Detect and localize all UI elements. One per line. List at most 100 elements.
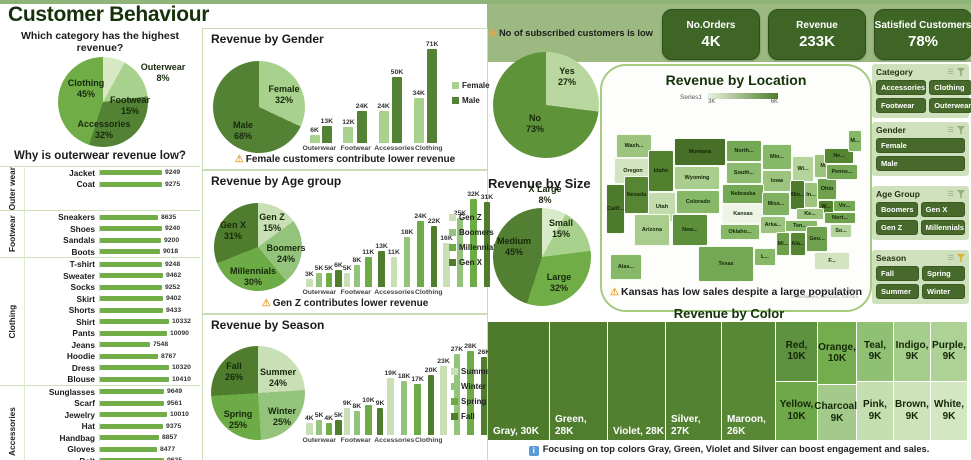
bar-gloves[interactable] — [100, 446, 157, 452]
column-boomers-accessories[interactable] — [403, 237, 411, 287]
state-nort[interactable]: Nort... — [824, 212, 856, 224]
state-nevada[interactable]: Nevada — [624, 176, 649, 214]
state-wi[interactable]: Wi... — [792, 156, 814, 182]
state-ohio[interactable]: Ohio — [817, 178, 837, 200]
treemap-cell-pink-9k[interactable]: Pink, 9K — [857, 381, 893, 440]
bar-skirt[interactable] — [100, 296, 163, 302]
column-male-outerwear[interactable] — [321, 126, 332, 143]
treemap-cell-gray-30k[interactable]: Gray, 30K — [488, 322, 549, 440]
slicer-option-summer[interactable]: Summer — [876, 284, 919, 299]
column-spring-accessories[interactable] — [414, 384, 421, 435]
treemap-cell-red-10k[interactable]: Red, 10K — [776, 322, 817, 381]
state-ne[interactable]: Ne... — [824, 148, 854, 164]
column-male-clothing[interactable] — [427, 49, 438, 143]
treemap-cell-violet-28k[interactable]: Violet, 28K — [608, 322, 665, 440]
bar-belt[interactable] — [100, 458, 164, 460]
state-in[interactable]: In... — [804, 182, 818, 208]
column-millennials-accessories[interactable] — [417, 221, 424, 287]
column-fall-footwear[interactable] — [376, 408, 384, 435]
bar-sweater[interactable] — [100, 273, 163, 279]
state-f[interactable]: F... — [814, 252, 850, 270]
bar-jewelry[interactable] — [100, 412, 167, 418]
state-m[interactable]: M... — [848, 130, 862, 152]
column-gen-z-footwear[interactable] — [343, 273, 351, 287]
state-kansas[interactable]: Kansas — [722, 204, 764, 224]
state-wyoming[interactable]: Wyoming — [674, 166, 720, 190]
column-boomers-footwear[interactable] — [353, 265, 361, 287]
multi-select-icon[interactable]: ☰ — [947, 191, 954, 198]
column-female-clothing[interactable] — [413, 98, 424, 143]
slicer-option-footwear[interactable]: Footwear — [876, 98, 927, 113]
state-new[interactable]: New... — [672, 214, 708, 246]
column-female-outerwear[interactable] — [309, 135, 320, 143]
column-male-footwear[interactable] — [356, 111, 367, 143]
state-geo[interactable]: Geo... — [806, 226, 828, 252]
bar-sandals[interactable] — [100, 237, 161, 243]
size-pie[interactable] — [493, 208, 591, 306]
slicer-option-female[interactable]: Female — [876, 138, 965, 153]
state-nebraska[interactable]: Nebraska — [722, 184, 764, 204]
column-male-accessories[interactable] — [392, 77, 403, 143]
column-gen-x-outerwear[interactable] — [335, 270, 342, 287]
column-summer-footwear[interactable] — [343, 408, 351, 435]
slicer-option-boomers[interactable]: Boomers — [876, 202, 918, 217]
bar-shorts[interactable] — [100, 307, 163, 313]
column-millennials-outerwear[interactable] — [325, 273, 332, 287]
subscribed-pie[interactable] — [493, 52, 599, 158]
treemap-cell-brown-9k[interactable]: Brown, 9K — [894, 381, 930, 440]
clear-filter-icon[interactable] — [957, 126, 965, 134]
season-pie[interactable] — [211, 346, 305, 440]
column-spring-clothing[interactable] — [467, 351, 474, 435]
bar-scarf[interactable] — [100, 400, 164, 406]
category-pie[interactable] — [58, 57, 148, 147]
state-mi[interactable]: Mi... — [776, 232, 790, 256]
bar-blouse[interactable] — [100, 376, 169, 382]
state-arka[interactable]: Arka... — [760, 216, 786, 234]
state-arizona[interactable]: Arizona — [634, 214, 670, 246]
state-iowa[interactable]: Iowa — [762, 170, 792, 192]
column-millennials-clothing[interactable] — [470, 199, 477, 287]
gender-pie[interactable] — [213, 61, 305, 153]
column-fall-clothing[interactable] — [480, 357, 488, 435]
column-fall-outerwear[interactable] — [335, 420, 342, 435]
column-gen-x-clothing[interactable] — [483, 202, 491, 287]
treemap-cell-silver-27k[interactable]: Silver, 27K — [666, 322, 721, 440]
treemap-cell-charcoal-9k[interactable]: Charcoal, 9K — [814, 385, 860, 440]
state-min[interactable]: Min... — [762, 144, 792, 170]
column-female-footwear[interactable] — [343, 127, 354, 143]
bar-sneakers[interactable] — [100, 214, 158, 220]
column-winter-accessories[interactable] — [400, 381, 408, 435]
slicer-option-spring[interactable]: Spring — [922, 266, 965, 281]
clear-filter-icon[interactable] — [957, 190, 965, 198]
bar-hoodie[interactable] — [100, 353, 158, 359]
slicer-option-gen-x[interactable]: Gen X — [920, 202, 965, 217]
state-calif[interactable]: Calif... — [606, 184, 625, 234]
slicer-option-millennials[interactable]: Millennials — [920, 220, 965, 235]
bar-coat[interactable] — [100, 181, 162, 187]
state-so[interactable]: So... — [830, 224, 852, 238]
treemap-cell-maroon-26k[interactable]: Maroon, 26K — [722, 322, 775, 440]
slicer-option-accessories[interactable]: Accessories — [876, 80, 927, 95]
state-texas[interactable]: Texas — [698, 246, 754, 282]
bar-shirt[interactable] — [100, 319, 169, 325]
treemap-cell-white-9k[interactable]: White, 9K — [931, 381, 967, 440]
state-colorado[interactable]: Colorado — [676, 190, 720, 214]
state-ke[interactable]: Ke... — [796, 208, 824, 220]
column-spring-outerwear[interactable] — [325, 423, 332, 435]
treemap-cell-teal-9k[interactable]: Teal, 9K — [857, 322, 893, 381]
column-millennials-footwear[interactable] — [365, 257, 372, 287]
column-gen-z-accessories[interactable] — [390, 257, 398, 287]
bar-sunglasses[interactable] — [100, 389, 164, 395]
treemap-cell-orange-10k[interactable]: Orange, 10K — [818, 322, 856, 384]
state-south[interactable]: South... — [726, 162, 762, 184]
state-north[interactable]: North... — [726, 140, 762, 162]
slicer-option-gen-z[interactable]: Gen Z — [876, 220, 918, 235]
treemap-cell-yellow-10k[interactable]: Yellow, 10K — [776, 381, 817, 440]
multi-select-icon[interactable]: ☰ — [947, 127, 954, 134]
treemap-cell-indigo-9k[interactable]: Indigo, 9K — [894, 322, 930, 381]
column-fall-accessories[interactable] — [427, 375, 435, 435]
state-illin[interactable]: Illin... — [790, 180, 805, 210]
column-gen-z-clothing[interactable] — [443, 243, 450, 287]
column-summer-clothing[interactable] — [440, 366, 447, 435]
state-vir[interactable]: Vir... — [833, 200, 856, 212]
